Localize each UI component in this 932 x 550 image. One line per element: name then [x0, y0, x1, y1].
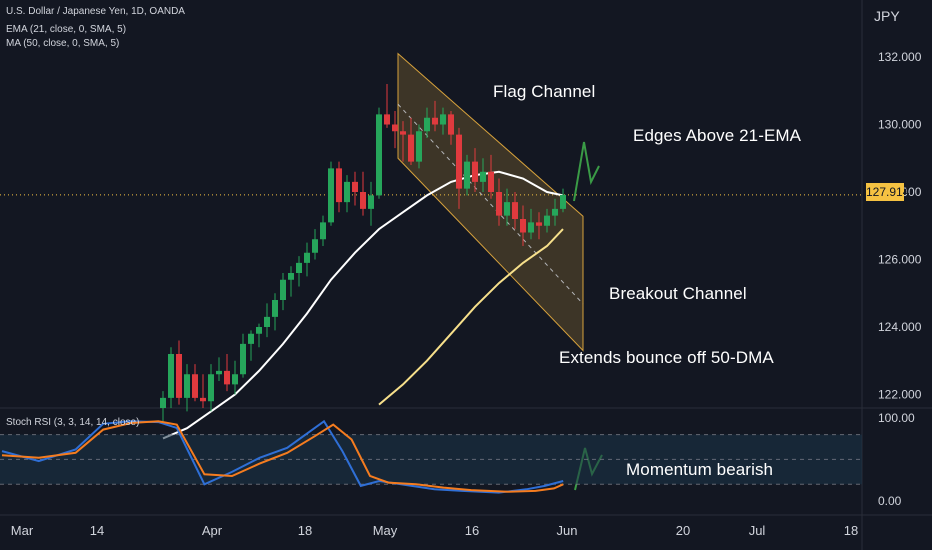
candle[interactable]	[472, 161, 478, 182]
candle[interactable]	[456, 134, 462, 189]
time-tick-label: Jul	[749, 523, 766, 538]
stoch-tick-label: 0.00	[878, 494, 902, 508]
candle[interactable]	[536, 222, 542, 226]
price-tick-label: 122.000	[878, 388, 922, 402]
flag-channel-annotation: Flag Channel	[493, 82, 596, 101]
ema-legend: EMA (21, close, 0, SMA, 5)	[6, 24, 127, 35]
price-tick-label: 124.000	[878, 320, 922, 334]
candle[interactable]	[400, 131, 406, 135]
candle[interactable]	[224, 370, 230, 385]
candle[interactable]	[280, 279, 286, 300]
candle[interactable]	[168, 354, 174, 398]
candle[interactable]	[488, 171, 494, 192]
price-tick-label: 126.000	[878, 253, 922, 267]
candle[interactable]	[272, 300, 278, 317]
candle[interactable]	[176, 354, 182, 398]
extends-annotation: Extends bounce off 50-DMA	[559, 348, 774, 367]
breakout-annotation: Breakout Channel	[609, 284, 747, 303]
symbol-legend: U.S. Dollar / Japanese Yen, 1D, OANDA	[6, 6, 185, 17]
axes-layer: 132.000130.000128.000126.000124.000122.0…	[11, 50, 922, 538]
candle[interactable]	[336, 168, 342, 203]
flag-channel-area	[397, 52, 584, 352]
candle[interactable]	[520, 219, 526, 233]
stoch-d-line	[1, 420, 564, 493]
time-tick-label: Jun	[557, 523, 578, 538]
ema21-line	[162, 170, 564, 440]
time-tick-label: 16	[465, 523, 479, 538]
time-tick-label: 18	[844, 523, 858, 538]
candle[interactable]	[232, 374, 238, 385]
candle[interactable]	[352, 181, 358, 192]
candle[interactable]	[240, 343, 246, 375]
momentum-annotation: Momentum bearish	[626, 460, 774, 479]
currency-label: JPY	[874, 8, 900, 24]
candle[interactable]	[296, 262, 302, 273]
current-price-tag: 127.914	[866, 183, 910, 201]
candle[interactable]	[248, 333, 254, 344]
candle[interactable]	[200, 397, 206, 402]
candle[interactable]	[368, 195, 374, 209]
breakout-arrow-icon	[573, 141, 600, 202]
flag-channel-midline	[397, 103, 584, 305]
ma50-line	[378, 228, 564, 406]
candle[interactable]	[208, 374, 214, 402]
candle[interactable]	[528, 222, 534, 233]
candle[interactable]	[264, 316, 270, 327]
candle[interactable]	[192, 374, 198, 398]
time-tick-label: Apr	[202, 523, 223, 538]
time-tick-label: 18	[298, 523, 312, 538]
candle[interactable]	[464, 161, 470, 189]
candle[interactable]	[360, 192, 366, 209]
candle[interactable]	[184, 374, 190, 398]
candle[interactable]	[512, 202, 518, 219]
candle[interactable]	[544, 215, 550, 226]
candle[interactable]	[416, 131, 422, 162]
time-tick-label: May	[373, 523, 398, 538]
time-tick-label: 14	[90, 523, 104, 538]
candle[interactable]	[344, 181, 350, 203]
candle[interactable]	[448, 114, 454, 135]
candle[interactable]	[160, 397, 166, 408]
candle[interactable]	[552, 208, 558, 216]
ma-legend: MA (50, close, 0, SMA, 5)	[6, 38, 120, 49]
candle[interactable]	[560, 194, 566, 209]
candle[interactable]	[304, 252, 310, 263]
stoch-k-line	[1, 419, 564, 494]
stoch-layer	[0, 419, 862, 494]
stoch-tick-label: 100.00	[878, 411, 915, 425]
candle[interactable]	[312, 239, 318, 253]
time-tick-label: Mar	[11, 523, 34, 538]
candle[interactable]	[256, 327, 262, 334]
candle[interactable]	[328, 168, 334, 223]
candle[interactable]	[432, 117, 438, 125]
candle[interactable]	[496, 192, 502, 216]
candle[interactable]	[288, 273, 294, 280]
candle[interactable]	[480, 171, 486, 182]
candle[interactable]	[376, 114, 382, 196]
price-tick-label: 130.000	[878, 118, 922, 132]
candle[interactable]	[440, 114, 446, 125]
time-tick-label: 20	[676, 523, 690, 538]
edges-annotation: Edges Above 21-EMA	[633, 126, 802, 145]
candle[interactable]	[408, 134, 414, 162]
candle[interactable]	[320, 222, 326, 240]
candle[interactable]	[216, 370, 222, 375]
candles-layer[interactable]	[160, 84, 566, 422]
price-tick-label: 132.000	[878, 50, 922, 64]
stoch-band-fill	[0, 434, 862, 485]
candle[interactable]	[392, 124, 398, 132]
stoch-legend: Stoch RSI (3, 3, 14, 14, close)	[6, 417, 140, 428]
candle[interactable]	[384, 114, 390, 125]
candle[interactable]	[504, 202, 510, 216]
candle[interactable]	[424, 117, 430, 132]
